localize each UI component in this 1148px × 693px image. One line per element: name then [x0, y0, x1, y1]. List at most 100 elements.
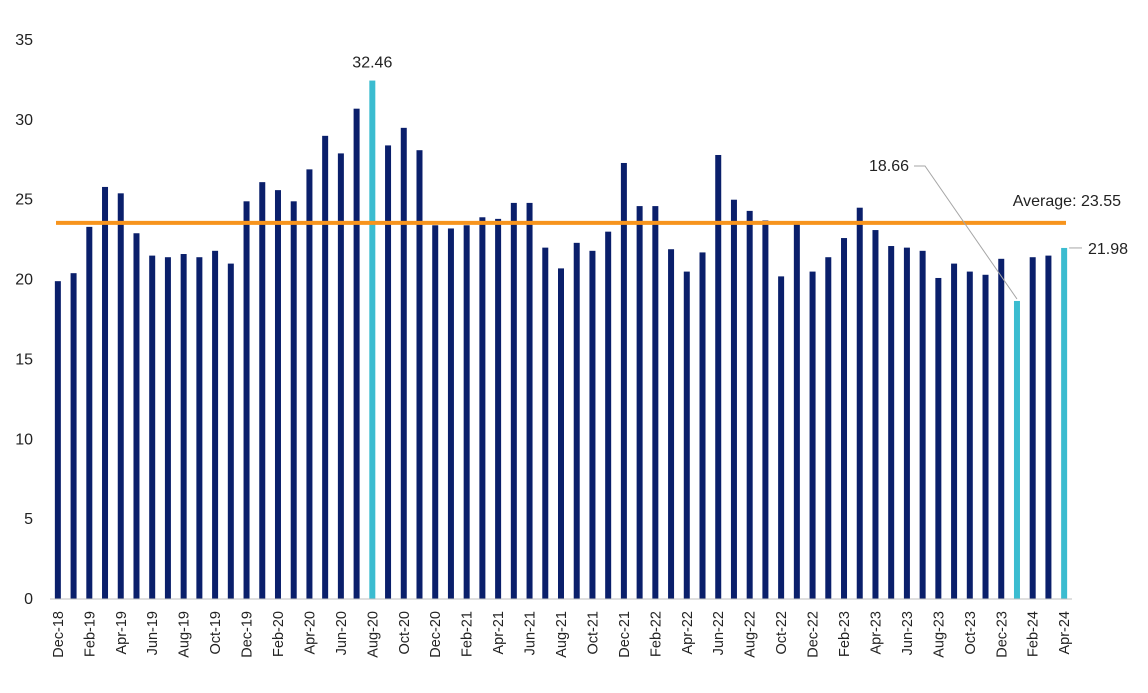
x-tick-label: Oct-22 [774, 611, 790, 655]
x-tick-label: Dec-20 [428, 611, 444, 658]
bar [1045, 255, 1052, 600]
bar [54, 281, 61, 599]
bar [620, 162, 627, 600]
bar [400, 127, 407, 599]
x-tick-label: Oct-20 [397, 611, 413, 655]
bar [919, 250, 926, 599]
x-tick-label: Aug-20 [365, 611, 381, 658]
average-label: Average: 23.55 [1013, 193, 1121, 210]
x-tick-label: Feb-22 [648, 611, 664, 657]
x-tick-label: Oct-23 [963, 611, 979, 655]
bar [542, 247, 549, 599]
bar [133, 233, 140, 599]
bar-series [54, 80, 1068, 600]
peak-value-label: 32.46 [352, 55, 392, 72]
bar [149, 255, 156, 600]
y-tick-label: 20 [15, 272, 33, 289]
y-tick-label: 30 [15, 112, 33, 129]
bar [227, 263, 234, 599]
x-tick-label: Dec-18 [51, 611, 67, 658]
x-tick-label: Aug-21 [554, 611, 570, 658]
bar [652, 206, 659, 599]
x-tick-label: Dec-23 [994, 611, 1010, 658]
x-tick-label: Jun-23 [900, 611, 916, 655]
bar-highlighted [369, 80, 376, 599]
bar [243, 201, 250, 599]
bar [825, 257, 832, 599]
bar [903, 247, 910, 599]
x-tick-label: Apr-24 [1057, 611, 1073, 655]
latest-value-label: 21.98 [1088, 241, 1128, 258]
low-value-leader-line [914, 165, 1018, 300]
bar [715, 154, 722, 600]
bar [683, 271, 690, 599]
y-tick-label: 35 [15, 32, 33, 49]
bar [180, 254, 187, 599]
bar [86, 226, 93, 599]
x-tick-label: Apr-23 [868, 611, 884, 655]
bar [337, 153, 344, 599]
bar [1029, 257, 1036, 599]
x-tick-label: Aug-23 [931, 611, 947, 658]
bar [102, 186, 109, 599]
bar [982, 274, 989, 599]
bar [526, 202, 533, 599]
bar [385, 145, 392, 599]
bar [463, 225, 470, 599]
bar [809, 271, 816, 599]
x-tick-label: Feb-24 [1026, 611, 1042, 657]
x-tick-label: Jun-21 [523, 611, 539, 655]
x-tick-label: Feb-23 [837, 611, 853, 657]
x-tick-label: Jun-20 [334, 611, 350, 655]
bar [322, 135, 329, 599]
y-tick-label: 5 [24, 511, 33, 528]
bar [164, 257, 171, 599]
bar [636, 206, 643, 599]
x-tick-label: Aug-22 [743, 611, 759, 658]
bar [856, 207, 863, 599]
bar [416, 150, 423, 599]
bar [259, 182, 266, 599]
bar [589, 250, 596, 599]
bar [699, 252, 706, 600]
x-tick-label: Dec-21 [617, 611, 633, 658]
x-tick-label: Apr-22 [680, 611, 696, 655]
x-tick-label: Apr-19 [114, 611, 130, 655]
bar [935, 277, 942, 599]
bar [70, 273, 77, 599]
bar [951, 263, 958, 599]
bar [196, 257, 203, 599]
x-tick-label: Dec-19 [240, 611, 256, 658]
bar [573, 242, 580, 599]
x-tick-label: Oct-21 [585, 611, 601, 655]
bar [888, 246, 895, 599]
bar [668, 249, 675, 600]
x-tick-label: Feb-21 [460, 611, 476, 657]
bar [432, 225, 439, 599]
bar-highlighted [1061, 247, 1068, 599]
bar [841, 238, 848, 600]
bar [290, 201, 297, 599]
bar [212, 250, 219, 599]
bar [353, 108, 360, 600]
x-tick-label: Apr-21 [491, 611, 507, 655]
bar [998, 258, 1005, 599]
bar-highlighted [1013, 300, 1020, 599]
bar [778, 276, 785, 599]
bar [306, 169, 313, 599]
x-tick-label: Feb-20 [271, 611, 287, 657]
bar [510, 202, 517, 599]
x-tick-label: Aug-19 [177, 611, 193, 658]
bar [872, 230, 879, 599]
y-tick-label: 0 [24, 591, 33, 608]
bar [730, 199, 737, 599]
bar [274, 190, 281, 599]
x-tick-label: Feb-19 [82, 611, 98, 657]
bar [117, 193, 124, 599]
x-tick-label: Apr-20 [302, 611, 318, 655]
x-tick-label: Jun-22 [711, 611, 727, 655]
bar [447, 228, 454, 599]
y-tick-label: 25 [15, 192, 33, 209]
